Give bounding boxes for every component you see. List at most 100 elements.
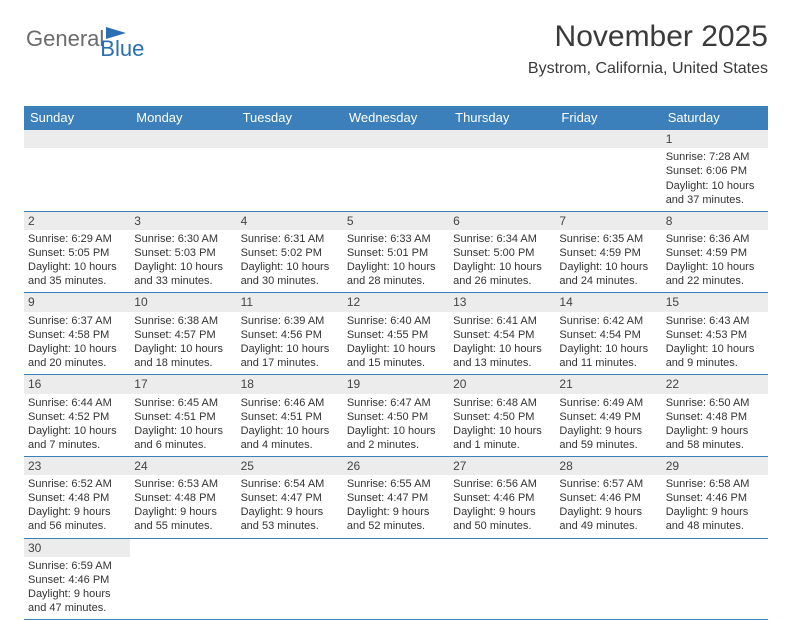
day-cell: [24, 130, 130, 211]
day-info-line: Sunset: 4:59 PM: [559, 246, 657, 260]
day-info-line: Sunrise: 6:52 AM: [28, 477, 126, 491]
day-number: [343, 539, 449, 557]
day-info-line: Daylight: 10 hours: [347, 260, 445, 274]
day-info-line: Sunrise: 6:34 AM: [453, 232, 551, 246]
day-cell: 4Sunrise: 6:31 AMSunset: 5:02 PMDaylight…: [237, 212, 343, 293]
week-row: 16Sunrise: 6:44 AMSunset: 4:52 PMDayligh…: [24, 375, 768, 457]
day-number: 26: [343, 457, 449, 475]
day-info-line: Sunrise: 6:45 AM: [134, 396, 232, 410]
day-info: Sunrise: 6:45 AMSunset: 4:51 PMDaylight:…: [130, 394, 236, 456]
day-info-line: Daylight: 10 hours: [134, 424, 232, 438]
day-info-line: and 6 minutes.: [134, 438, 232, 452]
day-cell: [237, 539, 343, 620]
day-info-line: Sunrise: 6:43 AM: [666, 314, 764, 328]
day-info-line: Sunrise: 6:30 AM: [134, 232, 232, 246]
day-info: Sunrise: 6:54 AMSunset: 4:47 PMDaylight:…: [237, 475, 343, 537]
day-number: 17: [130, 375, 236, 393]
day-info-line: Sunset: 4:49 PM: [559, 410, 657, 424]
day-info-line: and 4 minutes.: [241, 438, 339, 452]
day-cell: 3Sunrise: 6:30 AMSunset: 5:03 PMDaylight…: [130, 212, 236, 293]
day-cell: 1Sunrise: 7:28 AMSunset: 6:06 PMDaylight…: [662, 130, 768, 211]
day-info: Sunrise: 6:39 AMSunset: 4:56 PMDaylight:…: [237, 312, 343, 374]
day-info-line: Daylight: 10 hours: [453, 260, 551, 274]
day-info-line: Daylight: 10 hours: [666, 342, 764, 356]
day-info-line: Sunset: 4:46 PM: [559, 491, 657, 505]
day-info-line: Daylight: 10 hours: [28, 342, 126, 356]
day-info: Sunrise: 6:43 AMSunset: 4:53 PMDaylight:…: [662, 312, 768, 374]
day-info-line: Sunset: 4:57 PM: [134, 328, 232, 342]
day-cell: 20Sunrise: 6:48 AMSunset: 4:50 PMDayligh…: [449, 375, 555, 456]
day-info-line: and 37 minutes.: [666, 193, 764, 207]
day-info-line: Sunrise: 6:48 AM: [453, 396, 551, 410]
day-cell: 13Sunrise: 6:41 AMSunset: 4:54 PMDayligh…: [449, 293, 555, 374]
day-info: Sunrise: 6:53 AMSunset: 4:48 PMDaylight:…: [130, 475, 236, 537]
day-number: 29: [662, 457, 768, 475]
day-info-line: and 28 minutes.: [347, 274, 445, 288]
day-info-line: Daylight: 9 hours: [241, 505, 339, 519]
day-info-line: Daylight: 9 hours: [28, 587, 126, 601]
day-info-line: Sunrise: 6:31 AM: [241, 232, 339, 246]
day-number: 27: [449, 457, 555, 475]
weekday-tuesday: Tuesday: [237, 106, 343, 130]
day-cell: 24Sunrise: 6:53 AMSunset: 4:48 PMDayligh…: [130, 457, 236, 538]
day-info: Sunrise: 6:57 AMSunset: 4:46 PMDaylight:…: [555, 475, 661, 537]
day-cell: [130, 539, 236, 620]
day-info-line: Daylight: 10 hours: [28, 424, 126, 438]
day-info-line: and 56 minutes.: [28, 519, 126, 533]
day-info: Sunrise: 6:35 AMSunset: 4:59 PMDaylight:…: [555, 230, 661, 292]
day-cell: 22Sunrise: 6:50 AMSunset: 4:48 PMDayligh…: [662, 375, 768, 456]
month-title: November 2025: [528, 20, 768, 54]
day-info-line: and 59 minutes.: [559, 438, 657, 452]
day-cell: 26Sunrise: 6:55 AMSunset: 4:47 PMDayligh…: [343, 457, 449, 538]
day-cell: 10Sunrise: 6:38 AMSunset: 4:57 PMDayligh…: [130, 293, 236, 374]
day-cell: 23Sunrise: 6:52 AMSunset: 4:48 PMDayligh…: [24, 457, 130, 538]
weekday-monday: Monday: [130, 106, 236, 130]
day-cell: 8Sunrise: 6:36 AMSunset: 4:59 PMDaylight…: [662, 212, 768, 293]
day-cell: 30Sunrise: 6:59 AMSunset: 4:46 PMDayligh…: [24, 539, 130, 620]
day-info-line: Sunset: 4:56 PM: [241, 328, 339, 342]
day-cell: 15Sunrise: 6:43 AMSunset: 4:53 PMDayligh…: [662, 293, 768, 374]
day-info-line: Daylight: 10 hours: [134, 342, 232, 356]
day-info: Sunrise: 6:40 AMSunset: 4:55 PMDaylight:…: [343, 312, 449, 374]
day-cell: 27Sunrise: 6:56 AMSunset: 4:46 PMDayligh…: [449, 457, 555, 538]
day-info-line: and 47 minutes.: [28, 601, 126, 615]
day-info: Sunrise: 6:50 AMSunset: 4:48 PMDaylight:…: [662, 394, 768, 456]
day-info-line: Sunrise: 7:28 AM: [666, 150, 764, 164]
day-info-line: Sunrise: 6:58 AM: [666, 477, 764, 491]
day-info: Sunrise: 6:48 AMSunset: 4:50 PMDaylight:…: [449, 394, 555, 456]
day-info-line: and 2 minutes.: [347, 438, 445, 452]
day-info-line: Sunset: 4:52 PM: [28, 410, 126, 424]
day-info-line: Sunrise: 6:54 AM: [241, 477, 339, 491]
day-cell: 11Sunrise: 6:39 AMSunset: 4:56 PMDayligh…: [237, 293, 343, 374]
day-cell: 18Sunrise: 6:46 AMSunset: 4:51 PMDayligh…: [237, 375, 343, 456]
day-info-line: Sunset: 4:48 PM: [134, 491, 232, 505]
location: Bystrom, California, United States: [528, 60, 768, 78]
calendar-grid: Sunday Monday Tuesday Wednesday Thursday…: [24, 106, 768, 620]
day-info-line: Sunrise: 6:50 AM: [666, 396, 764, 410]
day-cell: 28Sunrise: 6:57 AMSunset: 4:46 PMDayligh…: [555, 457, 661, 538]
day-number: [24, 130, 130, 148]
day-info-line: and 15 minutes.: [347, 356, 445, 370]
day-number: 1: [662, 130, 768, 148]
day-info-line: Sunset: 4:54 PM: [559, 328, 657, 342]
logo-text-general: General: [26, 26, 104, 52]
day-info-line: Sunset: 5:05 PM: [28, 246, 126, 260]
day-info-line: Sunrise: 6:39 AM: [241, 314, 339, 328]
day-info-line: and 18 minutes.: [134, 356, 232, 370]
day-info-line: Daylight: 10 hours: [28, 260, 126, 274]
day-info-line: Sunset: 4:53 PM: [666, 328, 764, 342]
day-info-line: and 55 minutes.: [134, 519, 232, 533]
day-info-line: Sunrise: 6:57 AM: [559, 477, 657, 491]
day-number: 10: [130, 293, 236, 311]
day-info-line: Sunset: 4:59 PM: [666, 246, 764, 260]
day-cell: [449, 130, 555, 211]
day-cell: 21Sunrise: 6:49 AMSunset: 4:49 PMDayligh…: [555, 375, 661, 456]
day-number: 9: [24, 293, 130, 311]
day-info-line: Daylight: 10 hours: [666, 260, 764, 274]
day-cell: 2Sunrise: 6:29 AMSunset: 5:05 PMDaylight…: [24, 212, 130, 293]
day-cell: 12Sunrise: 6:40 AMSunset: 4:55 PMDayligh…: [343, 293, 449, 374]
day-info-line: Daylight: 10 hours: [666, 179, 764, 193]
day-info-line: Sunrise: 6:42 AM: [559, 314, 657, 328]
day-number: 23: [24, 457, 130, 475]
day-info-line: and 13 minutes.: [453, 356, 551, 370]
